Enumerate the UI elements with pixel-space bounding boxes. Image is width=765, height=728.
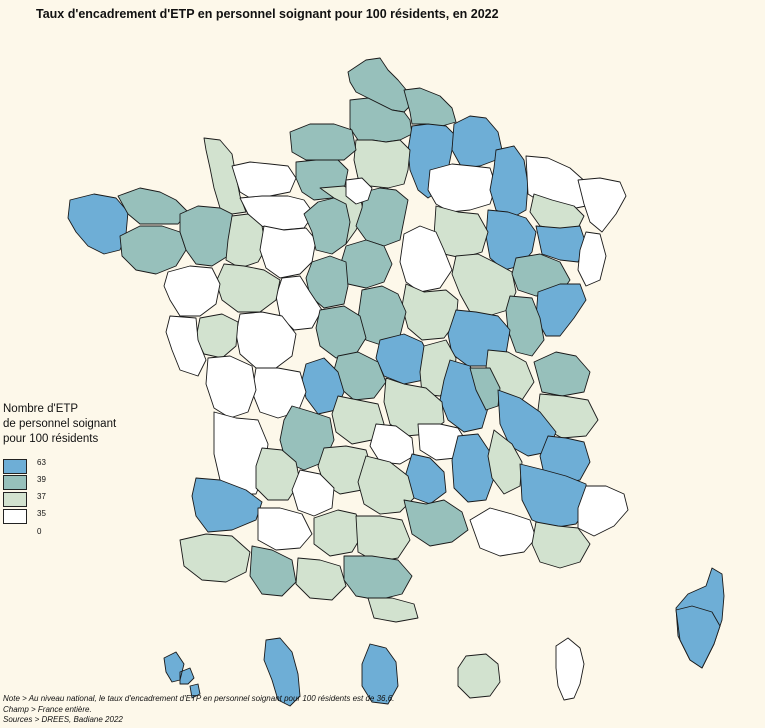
department-region[interactable] (179, 533, 251, 583)
department-region[interactable] (259, 225, 317, 279)
department-region[interactable] (231, 161, 297, 199)
department-region[interactable] (355, 187, 409, 247)
metropolitan-france (67, 57, 629, 623)
sources-text: Sources > DREES, Badiane 2022 (3, 715, 123, 724)
department-region[interactable] (235, 311, 297, 369)
department-region[interactable] (279, 405, 335, 471)
legend-value: 39 (37, 475, 46, 484)
department-region[interactable] (275, 275, 323, 331)
department-region[interactable] (263, 637, 301, 707)
department-region[interactable] (469, 507, 537, 557)
department-region[interactable] (343, 555, 413, 601)
department-region[interactable] (403, 499, 469, 547)
department-region[interactable] (119, 225, 187, 275)
department-region[interactable] (347, 57, 413, 113)
department-region[interactable] (225, 213, 267, 269)
department-region[interactable] (577, 485, 629, 537)
department-region[interactable] (205, 355, 257, 419)
department-region[interactable] (291, 469, 335, 517)
department-region[interactable] (533, 351, 591, 397)
department-region[interactable] (555, 637, 585, 701)
map-title: Taux d'encadrement d'ETP en personnel so… (36, 7, 499, 21)
department-region[interactable] (191, 477, 263, 533)
department-region[interactable] (487, 429, 523, 495)
department-region[interactable] (295, 557, 347, 601)
department-region[interactable] (451, 433, 495, 503)
department-region[interactable] (117, 187, 189, 225)
scope-text: Champ > France entière. (3, 704, 92, 714)
department-region[interactable] (255, 447, 301, 501)
department-region[interactable] (257, 507, 313, 551)
department-region[interactable] (163, 265, 221, 317)
department-region[interactable] (427, 163, 497, 213)
department-region[interactable] (367, 597, 419, 623)
department-region[interactable] (355, 515, 411, 563)
department-region[interactable] (165, 315, 207, 377)
legend-value: 0 (37, 527, 42, 536)
department-region[interactable] (535, 283, 587, 337)
department-region[interactable] (403, 87, 457, 127)
map-notes: Note > Au niveau national, le taux d'enc… (3, 694, 394, 726)
note-text: Note > Au niveau national, le taux d'enc… (3, 694, 395, 703)
department-region[interactable] (675, 605, 721, 669)
department-region[interactable] (531, 521, 591, 569)
department-region[interactable] (469, 367, 501, 411)
department-region[interactable] (353, 139, 411, 189)
department-region[interactable] (289, 123, 357, 161)
department-region[interactable] (577, 177, 627, 233)
department-region[interactable] (305, 255, 349, 309)
department-region[interactable] (345, 177, 373, 205)
department-region[interactable] (369, 423, 415, 465)
legend-swatch (3, 492, 27, 507)
department-region[interactable] (399, 225, 453, 293)
legend-value: 35 (37, 509, 46, 518)
legend-swatch (3, 509, 27, 524)
department-region[interactable] (67, 193, 129, 255)
department-region[interactable] (457, 653, 501, 699)
department-region[interactable] (249, 545, 297, 597)
department-region[interactable] (361, 643, 399, 705)
department-region[interactable] (357, 455, 415, 515)
legend-value: 63 (37, 458, 46, 467)
department-region[interactable] (203, 137, 247, 215)
legend-swatch (3, 475, 27, 490)
overseas-departments (163, 637, 585, 707)
department-region[interactable] (505, 295, 545, 357)
department-region[interactable] (489, 145, 529, 219)
department-region[interactable] (163, 651, 201, 699)
corsica (675, 567, 725, 669)
legend-value: 37 (37, 492, 46, 501)
legend-swatch (3, 459, 27, 474)
department-region[interactable] (577, 231, 607, 287)
legend-title: Nombre d'ETP de personnel soignant pour … (3, 403, 117, 445)
